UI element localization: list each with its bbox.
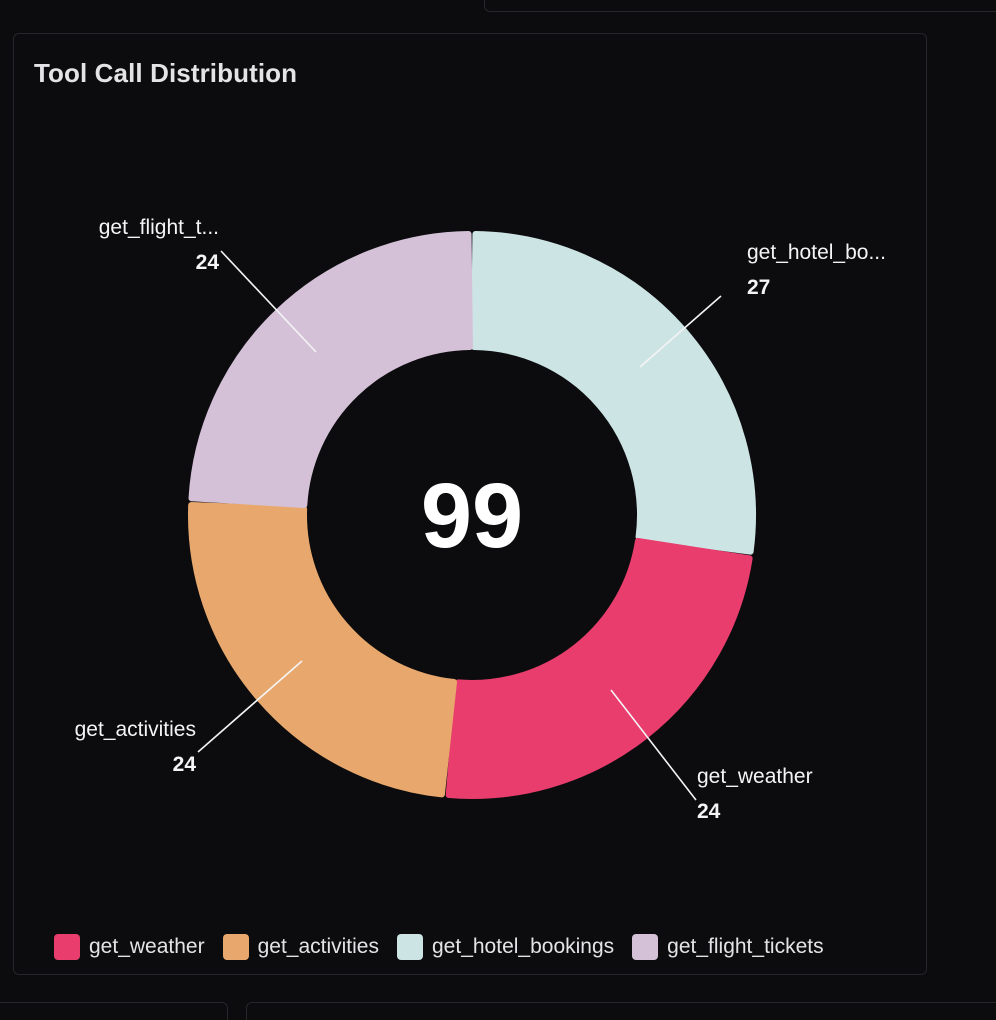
legend-item-get-hotel-bookings[interactable]: get_hotel_bookings (397, 934, 614, 960)
donut-slice-get-flight-tickets[interactable] (188, 231, 473, 508)
legend-item-get-weather[interactable]: get_weather (54, 934, 205, 960)
tool-call-distribution-card: Tool Call Distribution get_hotel_bo... 27… (13, 33, 927, 975)
donut-chart: get_hotel_bo... 27 get_weather 24 get_activi… (75, 216, 886, 823)
slice-value-get-hotel-bookings: 27 (747, 276, 770, 299)
slice-value-get-flight-tickets: 24 (196, 251, 220, 274)
adjacent-panel-bottom-left (0, 1002, 228, 1020)
donut-slice-get-hotel-bookings[interactable] (471, 231, 756, 555)
donut-slice-get-weather[interactable] (445, 537, 753, 799)
leader-line-get-flight-tickets (220, 250, 317, 353)
card-title: Tool Call Distribution (34, 58, 298, 88)
leader-line-get-weather (610, 689, 697, 801)
legend-label: get_activities (257, 935, 379, 958)
legend-swatch (397, 934, 423, 960)
slice-label-get-activities: get_activities (75, 718, 196, 741)
legend-label: get_hotel_bookings (432, 935, 615, 958)
adjacent-panel-bottom-right (246, 1002, 996, 1020)
legend-item-get-flight-tickets[interactable]: get_flight_tickets (632, 934, 824, 960)
legend-swatch (54, 934, 80, 960)
legend-label: get_weather (89, 935, 205, 958)
chart-legend: get_weather get_activities get_hotel_booki… (54, 934, 824, 960)
leader-line-get-hotel-bookings (639, 295, 722, 368)
adjacent-panel-top (484, 0, 996, 12)
slice-value-get-activities: 24 (173, 753, 197, 776)
legend-item-get-activities[interactable]: get_activities (222, 934, 379, 960)
slice-label-get-weather: get_weather (697, 765, 813, 788)
legend-swatch (632, 934, 659, 960)
donut-total: 99 (421, 465, 523, 567)
slice-value-get-weather: 24 (697, 800, 721, 823)
legend-swatch (222, 934, 249, 960)
slice-label-get-flight-tickets: get_flight_t... (99, 216, 219, 239)
leader-line-get-activities (197, 660, 303, 753)
legend-label: get_flight_tickets (667, 935, 824, 958)
slice-label-get-hotel-bookings: get_hotel_bo... (747, 241, 886, 264)
donut-slice-get-activities[interactable] (188, 502, 457, 798)
